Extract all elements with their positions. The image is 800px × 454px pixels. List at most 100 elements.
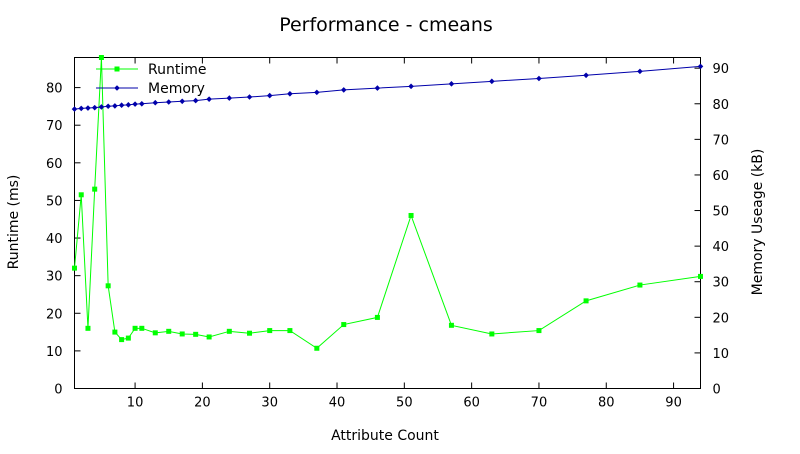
data-point-runtime	[287, 328, 293, 334]
y-right-tick-label: 0	[713, 383, 721, 398]
data-point-runtime	[125, 335, 131, 341]
chart-title: Performance - cmeans	[279, 14, 493, 36]
data-point-runtime	[583, 298, 589, 304]
x-tick-label: 50	[396, 396, 413, 411]
data-point-runtime	[152, 330, 158, 336]
data-point-memory	[246, 94, 253, 100]
data-point-memory	[408, 83, 414, 90]
series-memory	[71, 63, 704, 112]
data-point-memory	[98, 104, 105, 110]
y-left-tick-label: 30	[46, 270, 63, 285]
series-line-runtime	[74, 57, 701, 349]
data-point-runtime	[226, 328, 232, 334]
data-point-memory	[112, 103, 118, 109]
data-point-runtime	[179, 331, 185, 337]
data-point-memory	[287, 91, 293, 97]
x-tick-label: 10	[127, 396, 144, 411]
data-point-memory	[314, 89, 320, 96]
data-point-runtime	[166, 328, 172, 334]
data-point-runtime	[698, 273, 703, 279]
data-point-memory	[85, 105, 91, 111]
data-point-memory	[374, 85, 381, 91]
series-runtime	[72, 55, 703, 351]
x-axis-label: Attribute Count	[331, 428, 439, 444]
x-tick-label: 30	[261, 396, 278, 411]
y-left-tick-label: 10	[46, 345, 63, 360]
data-point-memory	[132, 101, 138, 107]
data-point-runtime	[139, 325, 145, 331]
data-point-memory	[206, 96, 212, 102]
y-left-tick-label: 20	[46, 307, 63, 322]
data-point-memory	[266, 92, 273, 99]
legend-marker-runtime	[114, 66, 120, 72]
data-point-memory	[192, 97, 199, 104]
data-point-runtime	[374, 314, 380, 320]
data-point-runtime	[112, 329, 118, 335]
data-point-memory	[125, 102, 132, 108]
y-axis-left-label: Runtime (ms)	[6, 175, 22, 270]
y-left-tick-label: 0	[54, 383, 62, 398]
data-point-memory	[71, 106, 78, 112]
y-left-tick-label: 40	[46, 232, 63, 247]
data-point-memory	[139, 100, 145, 107]
y-right-tick-label: 80	[713, 98, 730, 113]
legend-label-runtime: Runtime	[148, 62, 206, 78]
data-point-runtime	[314, 345, 320, 351]
data-point-runtime	[92, 186, 98, 192]
data-point-memory	[105, 103, 111, 110]
legend-item-memory: Memory	[96, 81, 205, 97]
data-point-memory	[536, 75, 542, 82]
data-point-runtime	[78, 192, 84, 198]
data-point-memory	[697, 63, 704, 70]
data-point-runtime	[489, 331, 495, 337]
data-point-memory	[179, 98, 185, 105]
data-point-runtime	[72, 265, 77, 271]
data-point-memory	[583, 72, 589, 79]
x-tick-label: 90	[665, 396, 682, 411]
series-layer	[71, 55, 704, 351]
data-point-runtime	[448, 322, 454, 328]
data-point-runtime	[267, 328, 273, 334]
y-right-tick-label: 50	[713, 205, 730, 220]
x-tick-label: 40	[329, 396, 346, 411]
data-point-memory	[489, 78, 495, 85]
data-point-runtime	[206, 334, 212, 340]
data-point-runtime	[247, 330, 253, 336]
data-point-runtime	[105, 283, 111, 289]
data-point-runtime	[193, 331, 199, 337]
y-right-tick-label: 70	[713, 133, 730, 148]
y-axis-right-label: Memory Useage (kB)	[750, 149, 766, 296]
x-tick-label: 20	[194, 396, 211, 411]
y-right-tick-label: 30	[713, 276, 730, 291]
plot-frame	[74, 57, 701, 389]
y-right-tick-label: 10	[713, 347, 730, 362]
x-tick-label: 70	[531, 396, 548, 411]
data-point-memory	[118, 102, 125, 108]
data-point-memory	[637, 68, 643, 75]
data-point-runtime	[637, 282, 643, 288]
data-point-runtime	[119, 337, 125, 343]
data-point-runtime	[536, 328, 542, 334]
data-point-memory	[91, 104, 98, 111]
y-left-tick-label: 70	[46, 119, 63, 134]
y-left-tick-label: 80	[46, 82, 63, 97]
y-left-tick-label: 50	[46, 194, 63, 209]
data-point-memory	[165, 99, 172, 105]
legend-item-runtime: Runtime	[96, 62, 206, 78]
y-right-tick-label: 60	[713, 169, 730, 184]
x-tick-label: 80	[598, 396, 615, 411]
legend-label-memory: Memory	[148, 81, 205, 97]
ticks-layer: 10 20 30 40 50 60 70 80 90 0 10 20 30 40 50 60 70 80 0 10 20…	[46, 57, 730, 411]
legend-marker-memory	[114, 85, 120, 91]
data-point-memory	[226, 95, 233, 101]
data-point-memory	[340, 87, 347, 93]
data-point-runtime	[98, 55, 104, 60]
data-point-runtime	[341, 322, 347, 328]
y-left-tick-label: 60	[46, 157, 63, 172]
x-tick-label: 60	[463, 396, 480, 411]
data-point-memory	[152, 99, 159, 106]
y-right-tick-label: 40	[713, 240, 730, 255]
legend: Runtime Memory	[96, 62, 206, 97]
